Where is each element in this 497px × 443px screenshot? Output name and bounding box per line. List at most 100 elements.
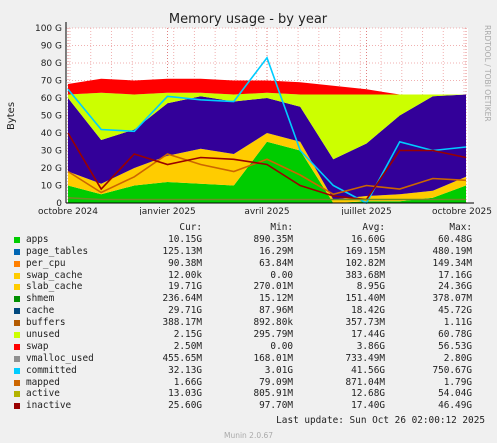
legend-cur: 2.15G <box>173 329 202 341</box>
legend-avg: 8.95G <box>356 281 385 293</box>
legend-max: 56.53G <box>438 340 472 352</box>
legend-swatch <box>14 403 20 410</box>
legend-avg: 12.68G <box>351 388 385 400</box>
legend-swatch <box>14 320 20 327</box>
y-tick-label: 50 G <box>41 112 62 122</box>
legend-row-active: active 13.03G 805.91M 12.68G 54.04G <box>12 388 490 400</box>
legend-header: Cur: Min: Avg: Max: <box>12 222 490 234</box>
legend-cur: 13.03G <box>168 388 202 400</box>
legend-name: unused <box>26 329 60 341</box>
legend-max: 378.07M <box>432 293 472 305</box>
legend-cur: 25.60G <box>168 400 202 412</box>
legend-name: shmem <box>26 293 55 305</box>
legend-swatch <box>14 236 20 243</box>
legend-rows: apps 10.15G 890.35M 16.60G 60.48G page_tables… <box>12 234 490 412</box>
legend-row-inactive: inactive 25.60G 97.70M 17.40G 46.49G <box>12 400 490 412</box>
rrdtool-credit: RRDTOOL / TOBI OETIKER <box>483 25 492 122</box>
legend-max: 480.19M <box>432 245 472 257</box>
legend-max: 17.16G <box>438 269 472 281</box>
legend-swatch <box>14 367 20 374</box>
legend-row-apps: apps 10.15G 890.35M 16.60G 60.48G <box>12 234 490 246</box>
legend-cur: 32.13G <box>168 364 202 376</box>
legend-header-cur: Cur: <box>179 222 202 233</box>
legend-cur: 1.66G <box>173 376 202 388</box>
legend-name: committed <box>26 364 77 376</box>
x-tick-label: janvier 2025 <box>138 207 196 215</box>
legend-name: inactive <box>26 400 72 412</box>
legend-cur: 2.50M <box>173 340 202 352</box>
x-tick-labels: octobre 2024 janvier 2025 avril 2025 juille… <box>38 207 492 215</box>
line-mapped <box>67 197 466 201</box>
legend-max: 2.80G <box>443 352 472 364</box>
last-update: Last update: Sun Oct 26 02:00:12 2025 <box>276 415 485 426</box>
legend-row-unused: unused 2.15G 295.79M 17.44G 60.78G <box>12 329 490 341</box>
legend-name: per_cpu <box>26 257 66 269</box>
legend-min: 0.00 <box>270 269 293 281</box>
legend-avg: 17.40G <box>351 400 385 412</box>
legend-row-page_tables: page_tables 125.13M 16.29M 169.15M 480.19M <box>12 246 490 258</box>
legend-avg: 357.73M <box>345 317 385 329</box>
memory-usage-chart: Memory usage - by year Bytes RRDTOOL / T… <box>6 12 492 215</box>
legend-max: 45.72G <box>438 305 472 317</box>
y-tick-label: 20 G <box>41 164 62 174</box>
legend-min: 890.35M <box>253 233 293 245</box>
y-tick-label: 60 G <box>41 94 62 104</box>
legend-avg: 151.40M <box>345 293 385 305</box>
area-cache <box>68 94 466 200</box>
y-tick-label: 80 G <box>41 59 62 69</box>
legend-avg: 41.56G <box>351 364 385 376</box>
legend-name: slab_cache <box>26 281 83 293</box>
legend-swatch <box>14 284 20 291</box>
x-tick-label: octobre 2024 <box>38 207 98 215</box>
legend-cur: 236.64M <box>162 293 202 305</box>
y-tick-label: 10 G <box>41 182 62 192</box>
legend-cur: 455.65M <box>162 352 202 364</box>
y-tick-label: 40 G <box>41 129 62 139</box>
legend-avg: 17.44G <box>351 329 385 341</box>
y-tick-labels: 0 10 G 20 G 30 G 40 G 50 G 60 G 70 G 80 G 90 G 100… <box>35 24 62 209</box>
legend-name: cache <box>26 305 55 317</box>
x-tick-label: avril 2025 <box>244 207 289 215</box>
legend-avg: 3.86G <box>356 340 385 352</box>
legend-avg: 871.04M <box>345 376 385 388</box>
legend-swatch <box>14 248 20 255</box>
legend-name: mapped <box>26 376 60 388</box>
legend-cur: 19.71G <box>168 281 202 293</box>
legend-avg: 16.60G <box>351 233 385 245</box>
legend-row-buffers: buffers 388.17M 892.80k 357.73M 1.11G <box>12 317 490 329</box>
y-tick-label: 90 G <box>41 42 62 52</box>
legend-min: 79.09M <box>259 376 293 388</box>
legend-max: 149.34M <box>432 257 472 269</box>
legend-row-mapped: mapped 1.66G 79.09M 871.04M 1.79G <box>12 377 490 389</box>
legend-max: 60.78G <box>438 329 472 341</box>
legend-min: 0.00 <box>270 340 293 352</box>
legend-min: 3.01G <box>264 364 293 376</box>
legend-row-per_cpu: per_cpu 90.38M 63.84M 102.82M 149.34M <box>12 258 490 270</box>
y-axis-label: Bytes <box>6 102 17 130</box>
legend-swatch <box>14 355 20 362</box>
legend-swatch <box>14 343 20 350</box>
legend-cur: 90.38M <box>168 257 202 269</box>
munin-version: Munin 2.0.67 <box>223 431 274 440</box>
x-tick-label: octobre 2025 <box>432 207 492 215</box>
legend-cur: 10.15G <box>168 233 202 245</box>
legend-row-vmalloc_used: vmalloc_used 455.65M 168.01M 733.49M 2.80G <box>12 353 490 365</box>
legend-name: apps <box>26 233 49 245</box>
legend-swatch <box>14 308 20 315</box>
legend-min: 805.91M <box>253 388 293 400</box>
legend-row-swap_cache: swap_cache 12.00k 0.00 383.68M 17.16G <box>12 270 490 282</box>
legend-avg: 18.42G <box>351 305 385 317</box>
area-apps <box>68 141 466 203</box>
line-inactive <box>67 132 467 201</box>
legend-name: swap_cache <box>26 269 83 281</box>
legend-max: 54.04G <box>438 388 472 400</box>
legend-max: 24.36G <box>438 281 472 293</box>
legend: Cur: Min: Avg: Max: apps 10.15G 890.35M 16.… <box>12 222 490 412</box>
legend-avg: 169.15M <box>345 245 385 257</box>
legend-swatch <box>14 272 20 279</box>
legend-row-slab_cache: slab_cache 19.71G 270.01M 8.95G 24.36G <box>12 281 490 293</box>
legend-cur: 29.71G <box>168 305 202 317</box>
legend-min: 892.80k <box>253 317 293 329</box>
legend-max: 60.48G <box>438 233 472 245</box>
